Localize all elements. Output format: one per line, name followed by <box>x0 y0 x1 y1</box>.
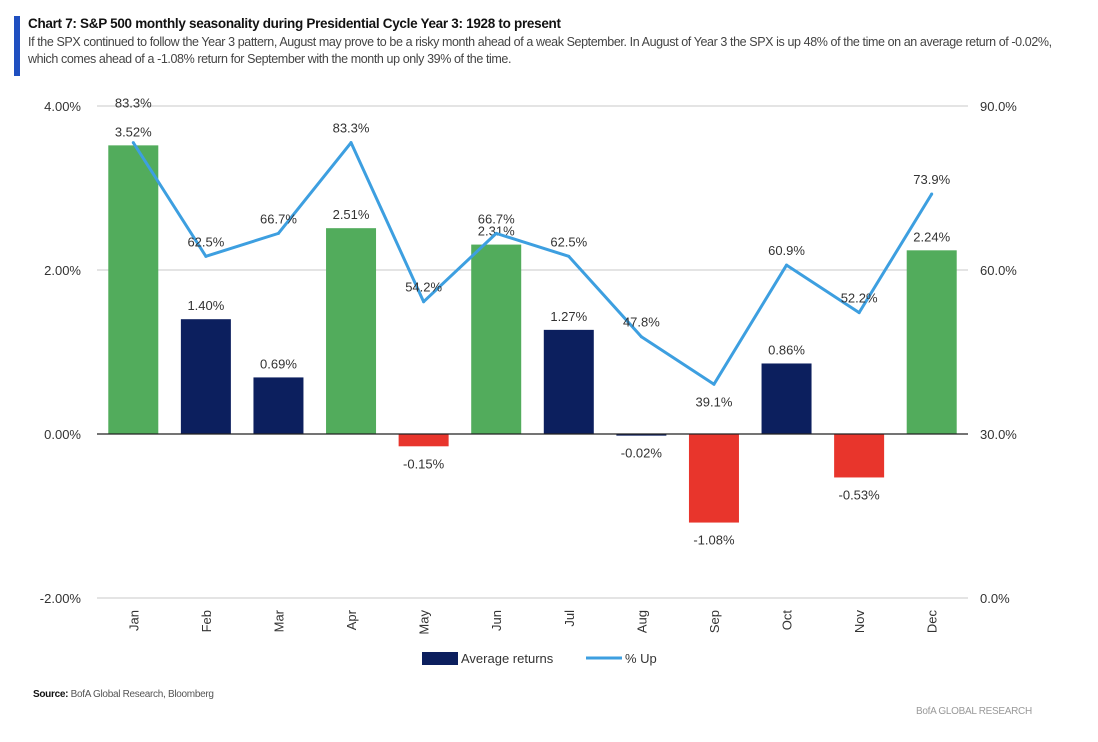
legend-label-pct-up: % Up <box>625 651 657 666</box>
left-tick-label: 2.00% <box>44 263 81 278</box>
bar-label: 2.51% <box>333 207 370 222</box>
pct-up-point <box>567 254 571 258</box>
bar-aug <box>616 434 667 436</box>
x-tick-label: Jun <box>489 610 504 631</box>
source-label: Source: <box>33 689 69 700</box>
right-tick-label: 60.0% <box>980 263 1017 278</box>
right-tick-label: 30.0% <box>980 427 1017 442</box>
brand-footer: BofA GLOBAL RESEARCH <box>916 706 1032 717</box>
bar-nov <box>834 434 885 478</box>
x-tick-label: Jul <box>562 610 577 627</box>
right-tick-label: 90.0% <box>980 99 1017 114</box>
legend-swatch-average-returns <box>422 652 458 665</box>
bar-dec <box>906 250 957 434</box>
line-label: 66.7% <box>260 211 297 226</box>
bar-jun <box>471 244 522 434</box>
x-tick-label: May <box>417 610 432 635</box>
source-text: BofA Global Research, Bloomberg <box>70 689 214 700</box>
pct-up-point <box>712 382 716 386</box>
bar-label: 1.27% <box>550 309 587 324</box>
pct-up-point <box>494 231 498 235</box>
line-label: 62.5% <box>187 234 224 249</box>
x-tick-label: Sep <box>707 610 722 633</box>
line-label: 66.7% <box>478 211 515 226</box>
pct-up-point <box>349 141 353 145</box>
legend-label-average-returns: Average returns <box>461 651 554 666</box>
source-note: Source: BofA Global Research, Bloomberg <box>33 689 214 700</box>
chart-title: Chart 7: S&P 500 monthly seasonality dur… <box>28 16 561 31</box>
bar-label: -0.53% <box>839 487 881 502</box>
pct-up-point <box>204 254 208 258</box>
pct-up-point <box>857 311 861 315</box>
x-tick-label: Dec <box>925 610 940 634</box>
bar-label: -0.02% <box>621 446 663 461</box>
left-tick-label: 4.00% <box>44 99 81 114</box>
line-label: 39.1% <box>696 394 733 409</box>
left-tick-label: -2.00% <box>40 591 82 606</box>
chart-subtitle: If the SPX continued to follow the Year … <box>28 35 1052 66</box>
bar-label: 0.69% <box>260 356 297 371</box>
bar-apr <box>326 228 377 434</box>
bar-may <box>398 434 449 447</box>
line-label: 83.3% <box>115 96 152 111</box>
left-tick-label: 0.00% <box>44 427 81 442</box>
bar-mar <box>253 377 304 434</box>
bar-label: 3.52% <box>115 124 152 139</box>
pct-up-point <box>639 335 643 339</box>
line-label: 62.5% <box>550 234 587 249</box>
bar-jan <box>108 145 159 435</box>
bar-feb <box>180 319 231 434</box>
line-label: 73.9% <box>913 172 950 187</box>
chart-header: Chart 7: S&P 500 monthly seasonality dur… <box>14 16 1068 76</box>
x-tick-label: Aug <box>634 610 649 633</box>
x-tick-label: Mar <box>271 609 286 632</box>
line-label: 52.2% <box>841 291 878 306</box>
pct-up-line <box>132 141 933 386</box>
pct-up-point <box>422 300 426 304</box>
bar-label: -0.15% <box>403 456 445 471</box>
bar-label: 0.86% <box>768 342 805 357</box>
pct-up-point <box>276 231 280 235</box>
bar-label: 1.40% <box>187 298 224 313</box>
line-label: 83.3% <box>333 121 370 136</box>
bar-sep <box>688 434 739 523</box>
bar-label: -1.08% <box>693 533 735 548</box>
pct-up-point <box>930 192 934 196</box>
pct-up-point <box>785 263 789 267</box>
right-tick-label: 0.0% <box>980 591 1010 606</box>
bar-oct <box>761 363 812 434</box>
x-tick-label: Jan <box>126 610 141 631</box>
x-tick-label: Oct <box>780 610 795 631</box>
x-tick-label: Nov <box>852 610 867 634</box>
line-label: 47.8% <box>623 315 660 330</box>
x-tick-label: Feb <box>199 610 214 632</box>
line-label: 60.9% <box>768 243 805 258</box>
bar-jul <box>543 329 594 434</box>
x-tick-label: Apr <box>344 609 359 630</box>
pct-up-point <box>131 141 135 145</box>
line-label: 54.2% <box>405 280 442 295</box>
bar-label: 2.24% <box>913 229 950 244</box>
